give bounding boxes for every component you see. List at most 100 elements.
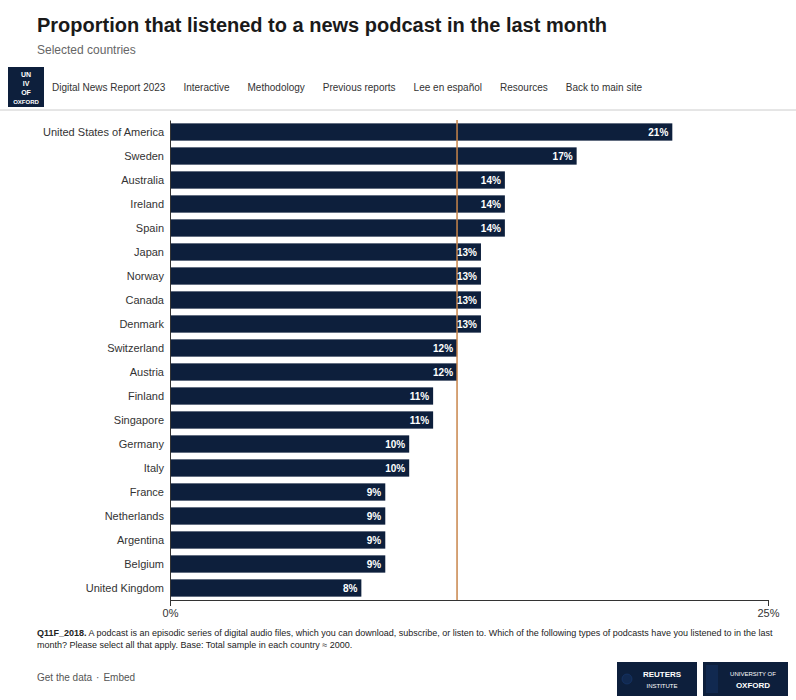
data-label: 11% [410, 391, 430, 402]
data-label: 13% [457, 295, 477, 306]
x-axis-line [171, 601, 769, 607]
nav-item: Digital News Report 2023 [52, 82, 165, 93]
y-tick-label: Denmark [119, 318, 164, 330]
data-label: 17% [553, 151, 573, 162]
y-tick: Netherlands [105, 510, 165, 522]
y-tick: United States of America [43, 126, 165, 138]
data-label: 13% [457, 319, 477, 330]
y-tick: Argentina [117, 534, 165, 546]
bar [170, 243, 481, 260]
x-tick: 0% [163, 600, 179, 619]
footer-bold: Q11F_2018. [37, 628, 87, 638]
bar [170, 579, 361, 596]
nav-logo-text: OXFORD [13, 99, 39, 105]
nav-separator [0, 110, 796, 111]
y-tick: Japan [134, 246, 164, 258]
data-label: 21% [648, 127, 668, 138]
y-tick-label: Switzerland [107, 342, 164, 354]
x-tick: 25% [757, 600, 779, 619]
bar [170, 363, 457, 380]
nav-logo-text: UN [21, 71, 31, 78]
footer-logos: REUTERS INSTITUTE UNIVERSITY OF OXFORD [617, 662, 788, 696]
nav-logo-box [8, 67, 44, 107]
y-tick: France [130, 486, 164, 498]
y-tick-label: United States of America [43, 126, 165, 138]
y-tick: Italy [144, 462, 165, 474]
title: Proportion that listened to a news podca… [37, 14, 607, 36]
data-label: 14% [481, 199, 501, 210]
data-label: 12% [433, 343, 453, 354]
bar [170, 219, 505, 236]
nav-logo: UNIVOFOXFORD [8, 67, 44, 107]
links: Get the data · Embed [37, 672, 135, 683]
footer-text: A podcast is an episodic series of digit… [37, 628, 772, 650]
nav-item: Back to main site [566, 82, 642, 93]
nav-bar: Digital News Report 2023InteractiveMetho… [52, 66, 788, 108]
bar [170, 195, 505, 212]
data-label: 10% [385, 463, 405, 474]
reference-line [456, 120, 458, 600]
x-tick-mark [768, 600, 769, 606]
y-tick: Ireland [130, 198, 164, 210]
bar [170, 267, 481, 284]
link-text: Get the data [37, 672, 92, 683]
data-label: 9% [367, 559, 382, 570]
y-tick-label: Germany [119, 438, 165, 450]
y-tick-label: Ireland [130, 198, 164, 210]
y-tick: Sweden [124, 150, 164, 162]
data-label: 14% [481, 223, 501, 234]
y-tick: Belgium [124, 558, 164, 570]
y-tick-label: Singapore [114, 414, 164, 426]
data-label: 12% [433, 367, 453, 378]
y-tick-label: Austria [130, 366, 165, 378]
bar [170, 291, 481, 308]
y-tick: Canada [125, 294, 164, 306]
y-tick-label: Belgium [124, 558, 164, 570]
reuters-logo-text: REUTERS [643, 670, 682, 679]
oxford-logo-box [703, 662, 788, 696]
nav-item: Previous reports [323, 82, 396, 93]
data-label: 9% [367, 511, 382, 522]
bar [170, 531, 385, 548]
data-label: 13% [457, 271, 477, 282]
data-label: 11% [410, 415, 430, 426]
y-tick: Finland [128, 390, 164, 402]
nav-item: Interactive [183, 82, 229, 93]
x-tick-mark [170, 600, 171, 606]
y-tick-label: France [130, 486, 164, 498]
y-tick: Spain [136, 222, 164, 234]
data-label: 13% [457, 247, 477, 258]
separator: · [96, 672, 99, 683]
plot: 21%17%14%14%14%13%13%13%13%12%12%11%11%1… [43, 120, 780, 619]
footer: Q11F_2018. A podcast is an episodic seri… [37, 628, 777, 651]
bar [170, 435, 409, 452]
y-tick-label: Italy [144, 462, 165, 474]
oxford-logo-text: OXFORD [736, 681, 770, 690]
y-tick-label: Norway [127, 270, 165, 282]
bar [170, 339, 457, 356]
bar [170, 147, 577, 164]
bar [170, 483, 385, 500]
y-tick-label: Finland [128, 390, 164, 402]
reuters-logo-text: INSTITUTE [647, 683, 678, 689]
data-labels: 21%17%14%14%14%13%13%13%13%12%12%11%11%1… [343, 127, 669, 594]
nav-item: Resources [500, 82, 548, 93]
reuters-logo-icon [622, 674, 632, 684]
embed-text: Embed [103, 672, 135, 683]
nav-logo-text: OF [21, 89, 31, 96]
oxford-logo-text: UNIVERSITY OF [730, 671, 776, 677]
chart-svg: Proportion that listened to a news podca… [0, 0, 796, 700]
bar [170, 171, 505, 188]
y-tick: United Kingdom [86, 582, 164, 594]
nav-item: Lee en español [414, 82, 482, 93]
x-tick-label: 25% [757, 607, 779, 619]
data-label: 8% [343, 583, 358, 594]
data-label: 10% [385, 439, 405, 450]
y-tick: Australia [121, 174, 165, 186]
reuters-logo-box [617, 662, 697, 696]
y-tick: Switzerland [107, 342, 164, 354]
y-tick: Singapore [114, 414, 164, 426]
bar [170, 315, 481, 332]
y-tick-label: Spain [136, 222, 164, 234]
bar [170, 555, 385, 572]
